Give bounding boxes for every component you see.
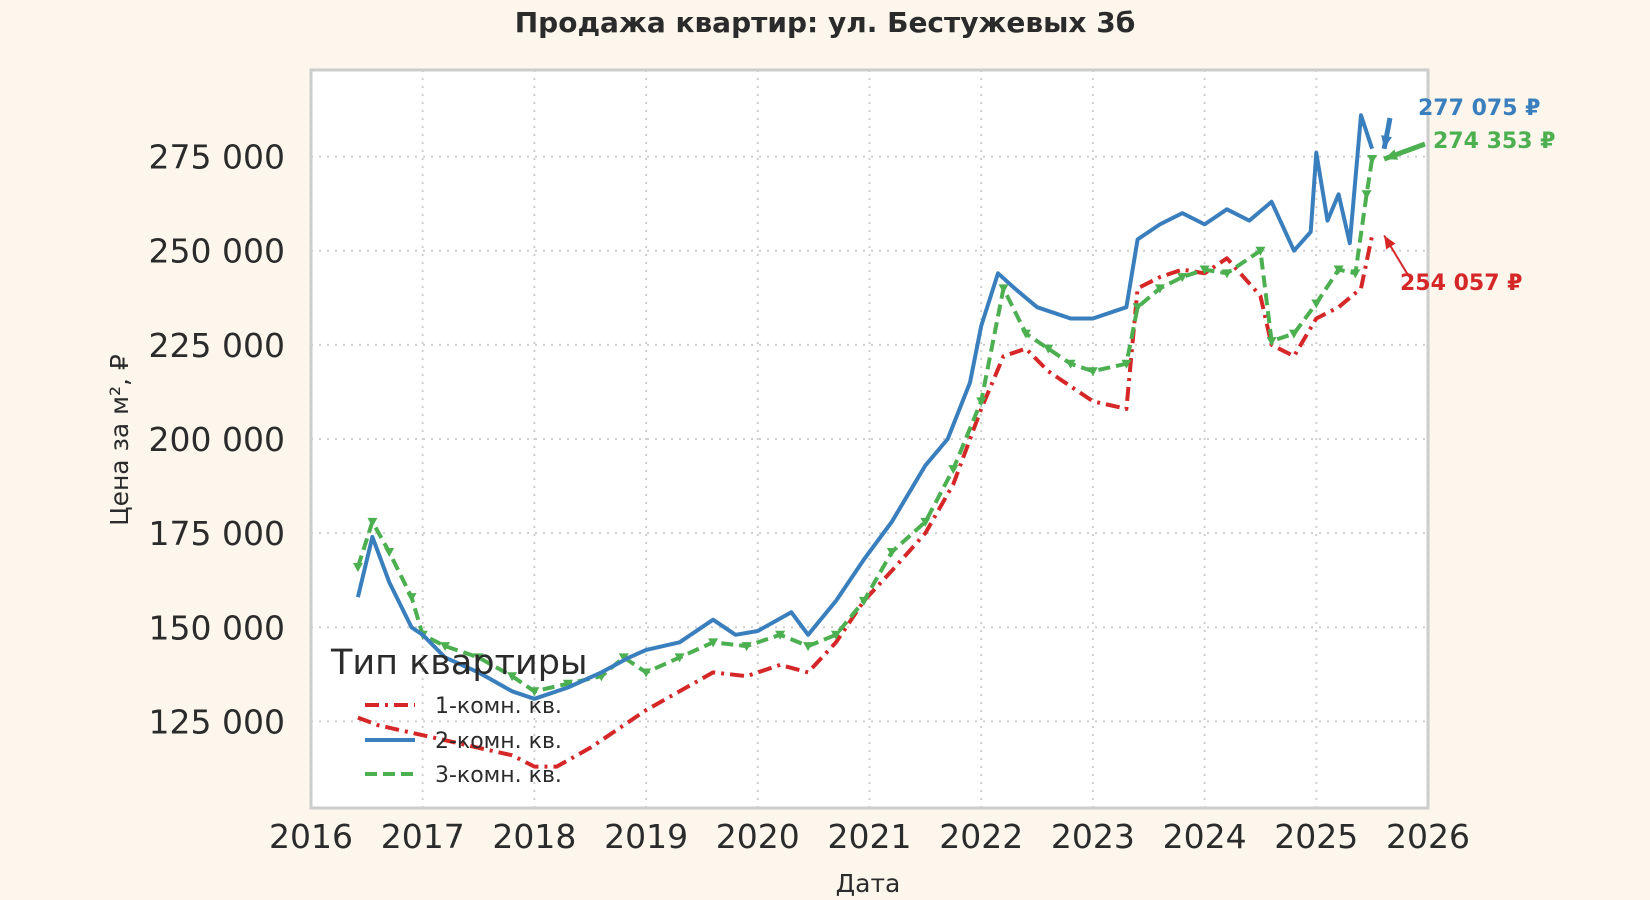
y-tick-label: 125 000 (149, 702, 285, 741)
legend-label-2-room: 2-комн. кв. (435, 729, 562, 754)
x-tick-label: 2024 (1163, 817, 1247, 856)
series-marker (775, 630, 786, 640)
series-marker (618, 653, 629, 663)
series-marker (886, 547, 897, 557)
series-marker (1154, 284, 1165, 294)
x-axis-label: Дата (836, 869, 901, 898)
annotation-label: 277 075 ₽ (1418, 96, 1540, 121)
series-marker (1350, 269, 1361, 279)
series-marker (998, 284, 1009, 294)
x-tick-label: 2026 (1386, 817, 1470, 856)
x-tick-label: 2022 (939, 817, 1023, 856)
series-marker (1087, 367, 1098, 377)
series-marker (1177, 273, 1188, 283)
x-tick-label: 2023 (1051, 817, 1135, 856)
legend: Тип квартиры 1-комн. кв. 2-комн. кв. 3-к… (330, 643, 588, 788)
grid (310, 70, 1429, 808)
x-axis-ticks: 2016 2017 2018 2019 2020 2021 2022 2023 2024 2025… (269, 817, 1470, 856)
series-marker (858, 596, 869, 606)
y-tick-label: 225 000 (149, 326, 285, 365)
series-marker (1221, 269, 1232, 279)
series-marker (1043, 344, 1054, 354)
series-marker (948, 465, 959, 475)
series-marker (529, 687, 540, 697)
x-tick-label: 2025 (1274, 817, 1358, 856)
annotations: 277 075 ₽ 274 353 ₽ 254 057 ₽ (1381, 96, 1555, 296)
annotation-arrowhead (1384, 149, 1399, 160)
series-marker (1311, 299, 1322, 309)
series-marker (562, 679, 573, 689)
series-marker (976, 397, 987, 407)
series-marker (1367, 155, 1378, 165)
series-marker (830, 630, 841, 640)
annotation-label: 254 057 ₽ (1400, 271, 1522, 296)
series-line (357, 235, 1375, 769)
series-marker (641, 668, 652, 678)
y-tick-label: 250 000 (149, 232, 285, 271)
series-marker (1255, 246, 1266, 256)
series-marker (1065, 359, 1076, 369)
annotation-arrowhead (1384, 235, 1396, 250)
legend-label-3-room: 3-комн. кв. (435, 763, 562, 788)
series-marker (708, 638, 719, 648)
series-marker (1020, 329, 1031, 339)
legend-label-1-room: 1-комн. кв. (435, 694, 562, 719)
series-marker (440, 642, 451, 652)
annotation-label: 274 353 ₽ (1433, 129, 1555, 154)
series-marker (507, 672, 518, 682)
y-tick-label: 275 000 (149, 138, 285, 177)
x-tick-label: 2019 (604, 817, 688, 856)
series-marker (1199, 265, 1210, 275)
legend-title: Тип квартиры (330, 643, 588, 683)
annotation-arrowhead (1381, 135, 1392, 149)
x-tick-label: 2020 (716, 817, 800, 856)
x-tick-label: 2021 (828, 817, 912, 856)
series-line (355, 113, 1374, 701)
series-marker (384, 547, 395, 557)
x-tick-label: 2016 (269, 817, 353, 856)
y-axis-label: Цена за м², ₽ (105, 354, 134, 526)
y-axis-ticks: 125 000 150 000 175 000 200 000 225 000 250 0… (149, 138, 285, 742)
series-marker (674, 653, 685, 663)
series-marker (406, 593, 417, 603)
series-marker (1132, 303, 1143, 313)
x-tick-label: 2018 (492, 817, 576, 856)
y-tick-label: 150 000 (149, 608, 285, 647)
series-marker (920, 517, 931, 527)
chart-title: Продажа квартир: ул. Бестужевых 3б (515, 6, 1136, 39)
series-marker (1266, 337, 1277, 347)
x-tick-label: 2017 (381, 817, 465, 856)
series-marker (1288, 329, 1299, 339)
series-marker (1361, 190, 1372, 200)
series-marker (352, 563, 363, 573)
series-marker (1333, 265, 1344, 275)
series-marker (741, 642, 752, 652)
series-marker (803, 642, 814, 652)
y-tick-label: 175 000 (149, 514, 285, 553)
series-marker (367, 517, 378, 527)
series-lines (352, 113, 1378, 769)
series-marker (473, 653, 484, 663)
y-tick-label: 200 000 (149, 420, 285, 459)
series-marker (1121, 359, 1132, 369)
